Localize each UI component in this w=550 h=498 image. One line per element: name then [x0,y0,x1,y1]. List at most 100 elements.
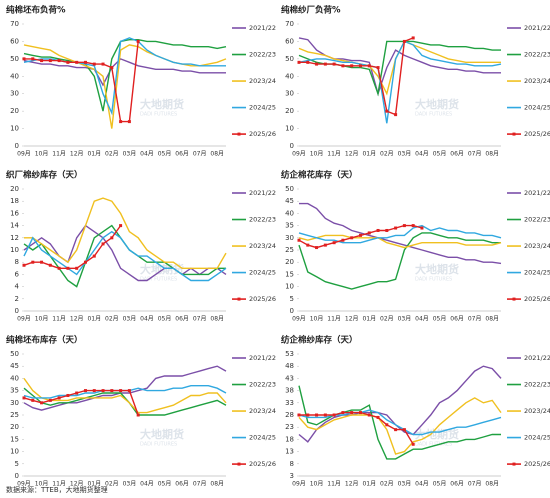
y-tick-label: 40 [10,72,19,80]
point-marker [376,415,380,419]
point-marker [48,59,52,63]
legend-label: 2025/26 [249,295,276,303]
x-tick-label: 12月 [70,316,84,323]
y-tick-label: 3 [290,472,294,480]
y-tick-label: 50 [285,55,294,63]
point-marker [341,64,345,68]
point-marker [420,226,424,230]
point-marker [332,413,336,417]
x-tick-label: 08月 [210,481,224,488]
point-marker [411,36,415,40]
legend-marker [512,132,516,136]
series-line [23,224,226,288]
x-tick-label: 07月 [193,316,207,323]
point-marker [83,389,87,393]
y-tick-label: 8 [290,460,294,468]
point-marker [394,428,398,432]
legend-label: 2025/26 [524,295,550,303]
y-tick-label: 40 [10,374,19,382]
point-marker [66,60,70,64]
y-tick-label: 10 [10,125,19,133]
x-tick-label: 09月 [292,316,306,323]
x-tick-label: 09月 [17,316,31,323]
legend-label: 2024/25 [524,104,550,112]
x-tick-label: 10月 [35,316,49,323]
y-tick-label: 2 [15,295,19,303]
x-tick-label: 11月 [327,151,341,158]
watermark-en: DADI FUTURES [140,442,177,448]
x-tick-label: 12月 [345,481,359,488]
legend-label: 2022/23 [524,51,550,59]
y-tick-label: 35 [285,222,294,230]
point-marker [92,62,96,66]
legend-marker [512,297,516,301]
point-marker [92,254,96,258]
x-tick-label: 05月 [433,316,447,323]
y-tick-label: 0 [15,142,19,150]
point-marker [350,411,354,415]
x-tick-label: 02月 [105,316,119,323]
point-marker [101,242,105,246]
y-tick-label: 20 [10,423,19,431]
x-tick-label: 10月 [310,481,324,488]
legend-label: 2024/25 [249,434,276,442]
x-tick-label: 07月 [193,151,207,158]
y-tick-label: 4 [15,283,20,291]
point-marker [323,413,327,417]
x-tick-label: 09月 [17,151,31,158]
y-tick-label: 30 [285,90,294,98]
point-marker [385,109,389,113]
point-marker [92,389,96,393]
point-marker [75,60,79,64]
point-marker [315,246,319,250]
y-tick-label: 5 [290,295,294,303]
y-tick-label: 10 [285,283,294,291]
point-marker [75,391,79,395]
x-tick-label: 02月 [380,151,394,158]
point-marker [22,396,26,400]
point-marker [57,266,61,270]
y-tick-label: 18 [10,197,19,205]
x-tick-label: 06月 [450,316,464,323]
point-marker [367,231,371,235]
y-tick-label: 50 [10,55,19,63]
watermark: 大地期货 [140,427,184,441]
legend-label: 2021/22 [524,189,550,197]
x-tick-label: 04月 [140,151,154,158]
y-tick-label: 20 [285,107,294,115]
legend-marker [237,132,241,136]
point-marker [101,389,105,393]
x-tick-label: 02月 [380,481,394,488]
x-tick-label: 05月 [158,316,172,323]
legend-label: 2025/26 [249,460,276,468]
point-marker [40,59,44,63]
y-tick-label: 70 [285,20,294,28]
x-tick-label: 03月 [398,151,412,158]
x-tick-label: 11月 [327,481,341,488]
x-tick-label: 07月 [468,151,482,158]
x-tick-label: 12月 [70,481,84,488]
y-tick-label: 50 [10,350,19,358]
x-tick-label: 04月 [415,316,429,323]
watermark-en: DADI FUTURES [415,442,452,448]
legend-label: 2022/23 [249,51,276,59]
legend-label: 2023/24 [249,407,276,415]
y-tick-label: 20 [10,185,19,193]
y-tick-label: 0 [15,472,19,480]
y-tick-label: 5 [15,460,19,468]
y-tick-label: 45 [10,362,19,370]
point-marker [376,66,380,70]
series-line [298,37,501,97]
y-tick-label: 8 [15,258,19,266]
x-tick-label: 07月 [468,481,482,488]
legend-label: 2023/24 [524,77,550,85]
x-tick-label: 03月 [123,481,137,488]
y-tick-label: 50 [285,185,294,193]
y-tick-label: 18 [285,435,294,443]
point-marker [411,442,415,446]
x-tick-label: 01月 [87,481,101,488]
y-tick-label: 20 [285,258,294,266]
y-tick-label: 40 [285,209,294,217]
y-tick-label: 0 [290,142,294,150]
y-tick-label: 28 [285,411,294,419]
